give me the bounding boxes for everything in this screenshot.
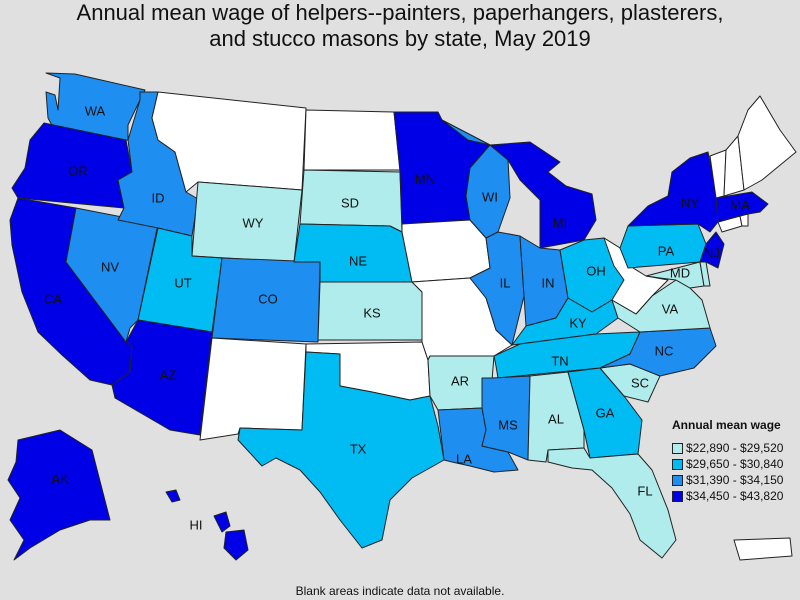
- state-label-wy: WY: [243, 215, 264, 230]
- map-title-line-2: and stucco masons by state, May 2019: [209, 26, 591, 51]
- state-label-al: AL: [548, 411, 564, 426]
- state-label-nj: NJ: [704, 245, 720, 260]
- state-label-ny: NY: [681, 195, 699, 210]
- legend-item-2: $29,650 - $30,840: [672, 456, 800, 472]
- state-label-in: IN: [542, 275, 555, 290]
- state-label-ak: AK: [51, 471, 69, 486]
- map-title: Annual mean wage of helpers--painters, p…: [0, 0, 800, 52]
- state-label-oh: OH: [586, 263, 606, 278]
- state-label-or: OR: [68, 163, 88, 178]
- state-mi: [489, 141, 597, 249]
- state-label-sd: SD: [341, 195, 359, 210]
- legend-title: Annual mean wage: [672, 418, 781, 432]
- legend-item-3: $31,390 - $34,150: [672, 472, 800, 488]
- state-az: [111, 319, 213, 436]
- state-label-co: CO: [258, 291, 278, 306]
- state-label-az: AZ: [160, 367, 177, 382]
- state-label-ar: AR: [451, 373, 469, 388]
- legend-item-4: $34,450 - $43,820: [672, 488, 800, 504]
- state-label-la: LA: [456, 451, 472, 466]
- state-label-va: VA: [662, 301, 679, 316]
- state-label-pa: PA: [658, 243, 675, 258]
- footnote: Blank areas indicate data not available.: [295, 584, 505, 598]
- state-label-fl: FL: [637, 483, 652, 498]
- state-pr: [733, 537, 793, 561]
- state-ia: [401, 219, 491, 283]
- state-hi: [165, 489, 249, 561]
- state-nd: [303, 109, 401, 171]
- state-label-ga: GA: [596, 405, 615, 420]
- state-label-tx: TX: [350, 441, 367, 456]
- state-label-mi: MI: [553, 215, 567, 230]
- state-ma: [715, 191, 769, 223]
- state-label-ut: UT: [174, 275, 191, 290]
- state-me: [737, 95, 797, 191]
- legend: Annual mean wage $22,890 - $29,520 $29,6…: [672, 418, 800, 504]
- state-ny: [627, 151, 719, 233]
- state-or: [11, 122, 133, 209]
- state-tx: [237, 351, 445, 549]
- legend-label-3: $31,390 - $34,150: [686, 473, 784, 487]
- state-il: [469, 231, 525, 346]
- state-label-nv: NV: [101, 259, 119, 274]
- legend-label-1: $22,890 - $29,520: [686, 441, 784, 455]
- legend-label-2: $29,650 - $30,840: [686, 457, 784, 471]
- legend-item-1: $22,890 - $29,520: [672, 440, 800, 456]
- state-label-wa: WA: [85, 103, 106, 118]
- state-label-id: ID: [152, 190, 165, 205]
- state-label-nc: NC: [655, 343, 674, 358]
- legend-swatch-3: [672, 474, 683, 486]
- state-label-hi: HI: [190, 517, 203, 532]
- state-label-ca: CA: [44, 291, 62, 306]
- state-label-ks: KS: [363, 305, 381, 320]
- legend-swatch-1: [672, 442, 683, 454]
- state-label-wi: WI: [482, 189, 498, 204]
- legend-label-4: $34,450 - $43,820: [686, 489, 784, 503]
- state-label-md: MD: [670, 265, 690, 280]
- state-fl: [547, 447, 677, 559]
- state-nj: [699, 231, 725, 269]
- state-label-tn: TN: [551, 353, 568, 368]
- state-label-mn: MN: [415, 171, 435, 186]
- state-label-ma: MA: [730, 197, 750, 212]
- state-nm: [199, 337, 307, 441]
- state-nc: [599, 327, 717, 377]
- state-label-ne: NE: [349, 253, 367, 268]
- state-label-ky: KY: [569, 315, 587, 330]
- map-title-line-1: Annual mean wage of helpers--painters, p…: [76, 0, 724, 25]
- state-label-sc: SC: [631, 375, 649, 390]
- state-label-il: IL: [500, 275, 511, 290]
- state-ms: [481, 375, 531, 461]
- state-ak: [7, 429, 111, 561]
- legend-swatch-2: [672, 458, 683, 470]
- state-label-ms: MS: [498, 417, 518, 432]
- legend-swatch-4: [672, 490, 683, 502]
- state-co: [211, 257, 321, 343]
